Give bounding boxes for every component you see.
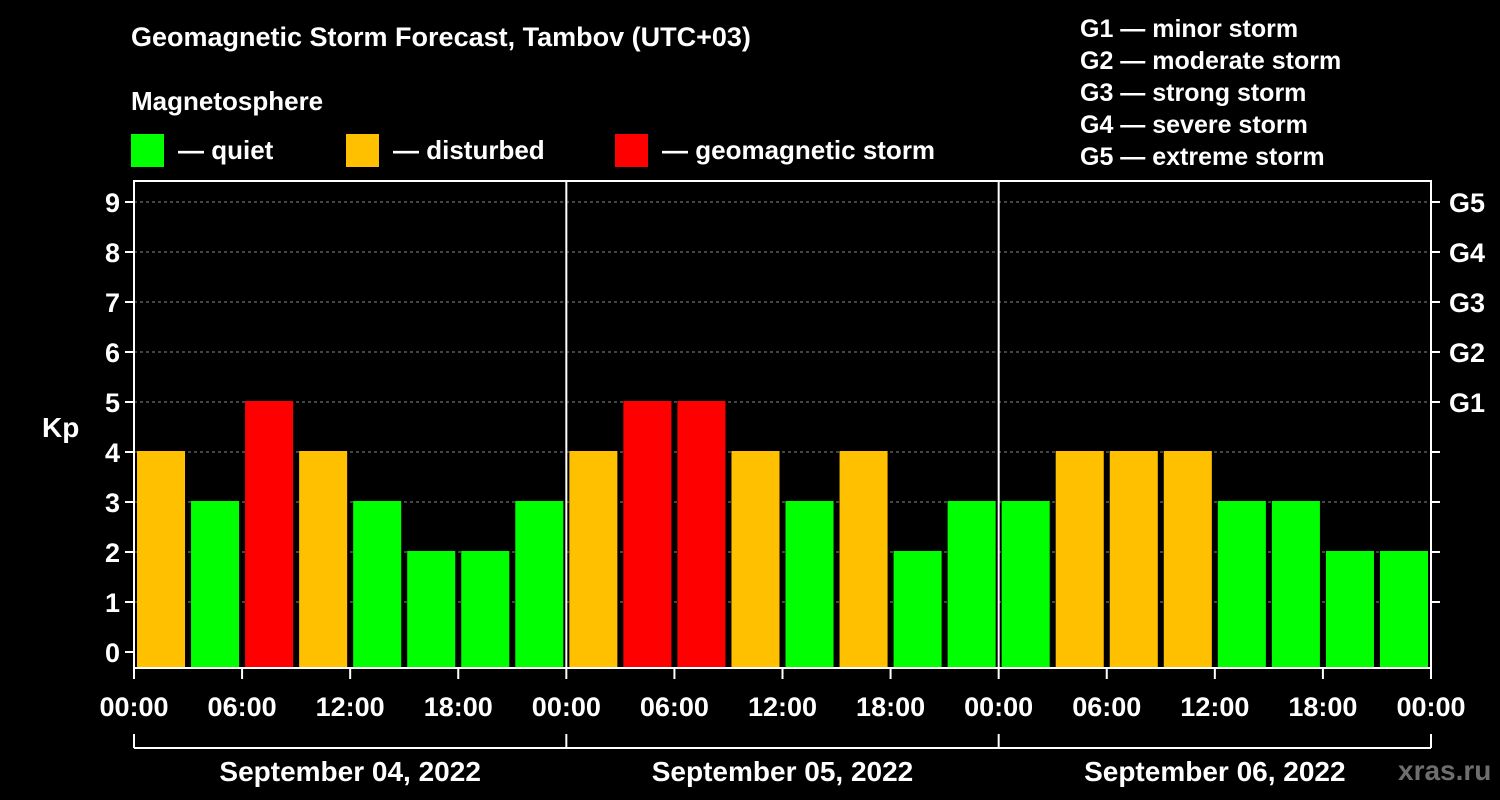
bar xyxy=(407,551,456,668)
chart-subtitle: Magnetosphere xyxy=(131,86,324,116)
right-tick-label: G4 xyxy=(1449,238,1485,268)
y-axis-label: Kp xyxy=(42,412,80,443)
bar xyxy=(569,451,618,668)
g-scale-item-g2: G2 — moderate storm xyxy=(1080,47,1342,75)
x-tick-label: 00:00 xyxy=(99,692,168,722)
x-tick-label: 12:00 xyxy=(1180,692,1249,722)
y-tick-label: 0 xyxy=(105,638,120,668)
y-tick-label: 9 xyxy=(105,188,120,218)
y-tick-label: 5 xyxy=(105,388,120,418)
day-label: September 05, 2022 xyxy=(652,756,914,787)
legend-label-quiet: — quiet xyxy=(178,134,274,165)
y-tick-label: 7 xyxy=(105,288,120,318)
x-tick-label: 18:00 xyxy=(1288,692,1357,722)
bar xyxy=(893,551,942,668)
legend-item-quiet: — quiet xyxy=(131,133,273,167)
day-label: September 04, 2022 xyxy=(219,756,481,787)
legend-swatch-quiet xyxy=(131,133,164,167)
bar xyxy=(299,451,348,668)
chart-title: Geomagnetic Storm Forecast, Tambov (UTC+… xyxy=(131,22,751,52)
bar xyxy=(515,501,564,668)
bar xyxy=(137,451,186,668)
bar xyxy=(1001,501,1050,668)
bar xyxy=(1325,551,1374,668)
g-scale-legend: G1 — minor storm G2 — moderate storm G3 … xyxy=(1080,13,1341,173)
bar xyxy=(1109,451,1158,668)
x-tick-label: 18:00 xyxy=(424,692,493,722)
bar xyxy=(1271,501,1320,668)
bar xyxy=(461,551,510,668)
y-tick-label: 3 xyxy=(105,488,120,518)
x-tick-label: 00:00 xyxy=(964,692,1033,722)
day-label: September 06, 2022 xyxy=(1084,756,1346,787)
y-tick-label: 6 xyxy=(105,338,120,368)
y-tick-label: 2 xyxy=(105,538,120,568)
bar xyxy=(353,501,402,668)
g-scale-item-g5: G5 — extreme storm xyxy=(1080,143,1325,171)
y-tick-label: 1 xyxy=(105,588,120,618)
x-tick-label: 18:00 xyxy=(856,692,925,722)
bar xyxy=(785,501,834,668)
x-tick-label: 00:00 xyxy=(532,692,601,722)
bar xyxy=(1379,551,1428,668)
legend-item-storm: — geomagnetic storm xyxy=(615,133,935,167)
bar xyxy=(191,501,240,668)
legend-label-disturbed: — disturbed xyxy=(393,134,545,165)
bar xyxy=(731,451,780,668)
bar xyxy=(623,401,672,668)
right-tick-label: G5 xyxy=(1449,188,1485,218)
x-tick-label: 12:00 xyxy=(316,692,385,722)
right-tick-label: G3 xyxy=(1449,288,1485,318)
x-tick-label: 00:00 xyxy=(1396,692,1465,722)
g-scale-item-g3: G3 — strong storm xyxy=(1080,79,1307,107)
right-tick-label: G2 xyxy=(1449,338,1485,368)
legend-swatch-disturbed xyxy=(346,133,379,167)
g-scale-item-g1: G1 — minor storm xyxy=(1080,15,1299,43)
y-tick-label: 8 xyxy=(105,238,120,268)
x-tick-label: 06:00 xyxy=(1072,692,1141,722)
g-scale-item-g4: G4 — severe storm xyxy=(1080,111,1308,139)
x-tick-label: 12:00 xyxy=(748,692,817,722)
bar xyxy=(1163,451,1212,668)
legend-swatch-storm xyxy=(615,133,648,167)
bar xyxy=(245,401,294,668)
watermark: xras.ru xyxy=(1398,755,1492,786)
bar xyxy=(839,451,888,668)
legend-label-storm: — geomagnetic storm xyxy=(662,134,936,165)
bar xyxy=(947,501,996,668)
y-tick-label: 4 xyxy=(105,438,120,468)
legend-item-disturbed: — disturbed xyxy=(346,133,545,167)
x-tick-label: 06:00 xyxy=(640,692,709,722)
bar xyxy=(677,401,726,668)
bar xyxy=(1217,501,1266,668)
x-tick-label: 06:00 xyxy=(208,692,277,722)
right-tick-label: G1 xyxy=(1449,388,1485,418)
bar xyxy=(1055,451,1104,668)
